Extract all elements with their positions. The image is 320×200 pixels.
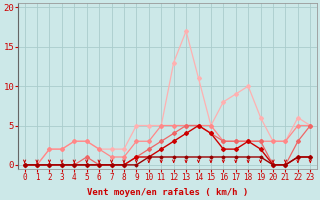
X-axis label: Vent moyen/en rafales ( km/h ): Vent moyen/en rafales ( km/h ) [87, 188, 248, 197]
